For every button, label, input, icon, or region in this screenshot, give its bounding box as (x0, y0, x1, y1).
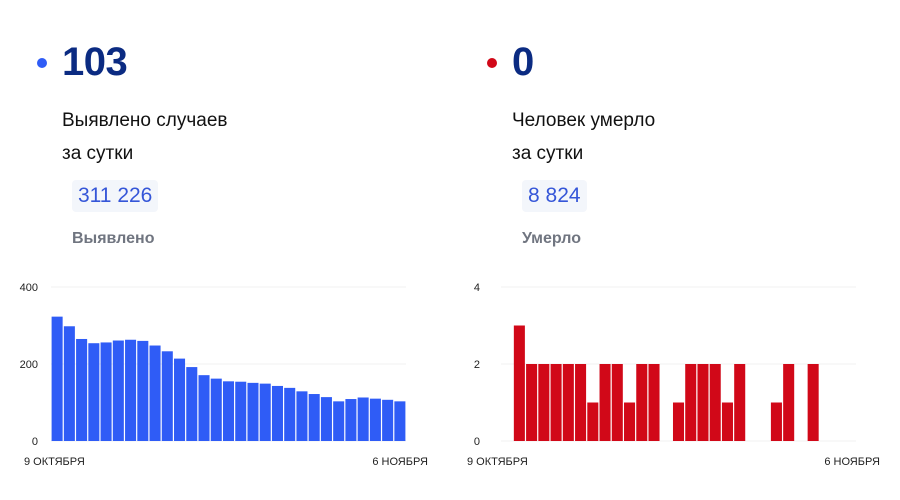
bar (636, 364, 648, 441)
cases-subtitle: Выявлено случаев за сутки (62, 104, 362, 170)
bar (550, 364, 562, 441)
y-tick-label: 2 (474, 359, 480, 371)
bar (611, 364, 623, 441)
cases-today-value: 103 (62, 40, 128, 84)
cases-subtitle-line2: за сутки (62, 143, 134, 164)
bar (284, 387, 296, 441)
bar (186, 367, 198, 441)
y-tick-label: 0 (32, 436, 38, 448)
bar (575, 364, 587, 441)
bar (599, 364, 611, 441)
bar (333, 401, 345, 441)
bar (51, 316, 63, 441)
bar (222, 381, 235, 441)
bar (382, 399, 394, 441)
bar (174, 358, 186, 441)
cases-total-badge: 311 226 (72, 180, 159, 212)
bar (125, 339, 137, 441)
bar (161, 351, 173, 441)
bar (357, 397, 369, 441)
deaths-dot-icon (487, 58, 497, 68)
bar (526, 364, 538, 441)
bar (734, 364, 746, 441)
bar (685, 364, 697, 441)
y-tick-label: 4 (474, 282, 480, 294)
bar (394, 401, 406, 441)
bar (345, 399, 357, 441)
cases-subtitle-line1: Выявлено случаев (62, 110, 228, 131)
bar (149, 345, 161, 441)
x-start-label: 9 ОКТЯБРЯ (467, 456, 528, 468)
x-end-label: 6 НОЯБРЯ (824, 456, 880, 468)
bar (112, 340, 124, 441)
bar (63, 326, 75, 441)
bar (538, 364, 550, 441)
bar (308, 394, 320, 441)
deaths-subtitle-line2: за сутки (512, 143, 584, 164)
bar (137, 340, 149, 441)
x-start-label: 9 ОКТЯБРЯ (24, 456, 85, 468)
cases-chart: 0 200 400 9 ОКТЯБРЯ 6 НОЯБРЯ (20, 282, 428, 468)
bar (235, 381, 247, 441)
bar (247, 382, 259, 441)
bar (624, 402, 636, 441)
bar (783, 364, 795, 441)
bar (76, 338, 88, 441)
bar (100, 342, 112, 441)
bar (88, 343, 100, 441)
deaths-subtitle-line1: Человек умерло (512, 110, 656, 131)
y-tick-label: 400 (20, 282, 38, 294)
bar (672, 402, 685, 441)
bar (721, 402, 733, 441)
bar (807, 364, 819, 441)
bar (709, 364, 721, 441)
bar (369, 398, 381, 441)
deaths-today-value: 0 (512, 40, 534, 84)
deaths-panel: 0 Человек умерло за сутки 8 824 Умерло (470, 0, 900, 500)
bar (259, 383, 271, 441)
deaths-total-badge: 8 824 (522, 180, 587, 212)
bar (210, 378, 222, 441)
x-end-label: 6 НОЯБРЯ (372, 456, 428, 468)
deaths-chart: 0 2 4 9 ОКТЯБРЯ 6 НОЯБРЯ (467, 282, 880, 468)
cases-panel: 103 Выявлено случаев за сутки 311 226 Вы… (20, 0, 460, 500)
cases-total-label: Выявлено (72, 230, 155, 247)
bar (562, 364, 574, 441)
y-tick-label: 0 (474, 436, 480, 448)
bar (296, 391, 308, 441)
y-tick-label: 200 (20, 359, 38, 371)
bar (697, 364, 709, 441)
bar (770, 402, 782, 441)
bar (513, 325, 525, 441)
bar (198, 375, 210, 441)
bar (271, 385, 283, 441)
deaths-subtitle: Человек умерло за сутки (512, 104, 812, 170)
bar (648, 364, 660, 441)
bar (587, 402, 599, 441)
deaths-total-label: Умерло (522, 230, 581, 247)
cases-dot-icon (37, 58, 47, 68)
bar (320, 397, 332, 441)
